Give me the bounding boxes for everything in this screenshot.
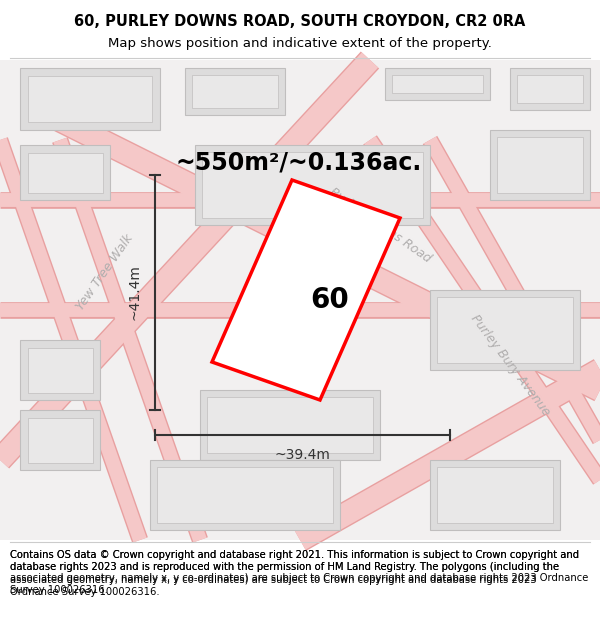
Polygon shape (517, 75, 583, 103)
Polygon shape (437, 467, 553, 523)
Polygon shape (212, 180, 400, 400)
Polygon shape (392, 75, 483, 93)
Text: 60: 60 (311, 286, 349, 314)
Text: Purley Downs Road: Purley Downs Road (327, 185, 433, 265)
Polygon shape (20, 145, 110, 200)
Text: ~41.4m: ~41.4m (128, 264, 142, 321)
Text: 60, PURLEY DOWNS ROAD, SOUTH CROYDON, CR2 0RA: 60, PURLEY DOWNS ROAD, SOUTH CROYDON, CR… (74, 14, 526, 29)
Polygon shape (200, 390, 380, 460)
Polygon shape (28, 348, 93, 393)
Polygon shape (385, 68, 490, 100)
Polygon shape (202, 152, 423, 218)
Text: Contains OS data © Crown copyright and database right 2021. This information is : Contains OS data © Crown copyright and d… (10, 550, 579, 598)
Polygon shape (207, 397, 373, 453)
Polygon shape (28, 76, 152, 122)
Polygon shape (20, 410, 100, 470)
Polygon shape (497, 137, 583, 193)
Text: Purley Bury Avenue: Purley Bury Avenue (468, 312, 552, 418)
Polygon shape (20, 68, 160, 130)
Polygon shape (437, 297, 573, 363)
Text: ~550m²/~0.136ac.: ~550m²/~0.136ac. (175, 150, 421, 174)
Bar (0, 60, 600, 540)
Polygon shape (510, 68, 590, 110)
Polygon shape (490, 130, 590, 200)
Polygon shape (20, 340, 100, 400)
Polygon shape (185, 68, 285, 115)
Text: Yew Tree Walk: Yew Tree Walk (74, 232, 136, 312)
Text: Map shows position and indicative extent of the property.: Map shows position and indicative extent… (108, 36, 492, 49)
Text: Contains OS data © Crown copyright and database right 2021. This information is : Contains OS data © Crown copyright and d… (10, 550, 589, 595)
Polygon shape (192, 75, 278, 108)
Polygon shape (195, 145, 430, 225)
Polygon shape (430, 290, 580, 370)
Polygon shape (150, 460, 340, 530)
Polygon shape (157, 467, 333, 523)
Text: ~39.4m: ~39.4m (275, 448, 331, 462)
Polygon shape (28, 153, 103, 193)
Polygon shape (430, 460, 560, 530)
Polygon shape (28, 418, 93, 463)
